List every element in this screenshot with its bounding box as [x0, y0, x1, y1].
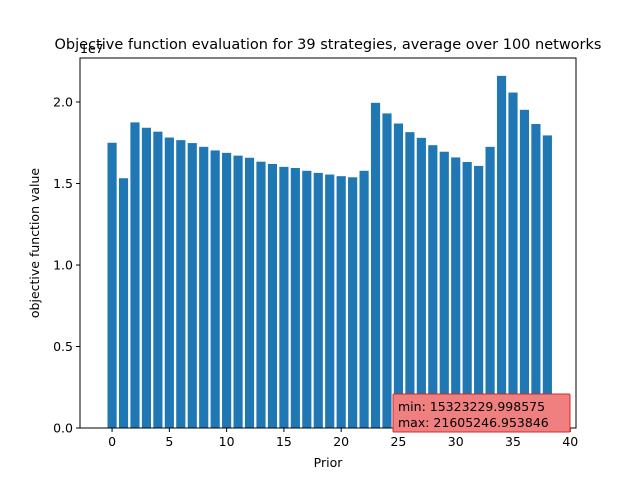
bar-4	[153, 131, 163, 428]
bar-31	[462, 161, 472, 428]
chart-title: Objective function evaluation for 39 str…	[55, 37, 602, 53]
y-axis-title: objective function value	[27, 168, 42, 319]
annotation-min-text: min: 15323229.998575	[398, 399, 545, 414]
bar-1	[118, 178, 129, 428]
bar-19	[325, 174, 335, 428]
bar-22	[359, 170, 369, 428]
x-tick-label: 10	[219, 434, 235, 449]
axes	[79, 57, 577, 429]
bar-12	[244, 157, 255, 429]
x-tick-label: 0	[108, 434, 116, 449]
bar-24	[382, 113, 392, 428]
x-tick-label: 20	[333, 434, 349, 449]
bar-2	[130, 122, 140, 428]
min-max-annotation: min: 15323229.998575 max: 21605246.95384…	[392, 393, 571, 433]
bar-23	[370, 102, 381, 428]
bar-9	[210, 150, 220, 428]
bar-25	[393, 123, 404, 428]
bar-7	[187, 143, 197, 429]
bar-0	[107, 142, 117, 429]
bar-5	[164, 137, 174, 428]
bar-3	[141, 127, 152, 428]
bar-15	[279, 166, 289, 429]
x-axis-title: Prior	[314, 455, 344, 470]
bar-series	[107, 75, 552, 429]
bar-10	[222, 152, 232, 428]
x-tick-label: 40	[562, 434, 578, 449]
bar-33	[485, 146, 495, 429]
x-tick-label: 35	[505, 434, 521, 449]
bar-20	[336, 176, 346, 428]
bar-21	[348, 177, 358, 428]
bar-30	[451, 157, 461, 428]
bar-34	[496, 75, 507, 428]
bar-13	[256, 161, 266, 428]
bar-8	[199, 146, 209, 429]
bar-36	[519, 109, 530, 429]
x-tick-label: 25	[390, 434, 406, 449]
annotation-box	[392, 393, 571, 433]
y-tick-label: 2.0	[53, 95, 73, 110]
bar-11	[233, 155, 243, 429]
bar-35	[508, 92, 518, 429]
y-tick-label: 1.5	[53, 176, 73, 191]
bar-16	[290, 168, 300, 428]
bar-14	[267, 163, 278, 428]
bar-37	[531, 124, 541, 428]
bar-18	[313, 172, 323, 428]
annotation-max-text: max: 21605246.953846	[398, 415, 549, 430]
bar-26	[405, 132, 415, 428]
bar-6	[176, 140, 186, 428]
x-tick-label: 15	[276, 434, 292, 449]
bar-32	[474, 165, 484, 428]
y-tick-label: 1.0	[53, 258, 73, 273]
bar-27	[416, 137, 426, 428]
x-tick-label: 5	[165, 434, 173, 449]
y-tick-label: 0.5	[53, 339, 73, 354]
plot-frame	[79, 57, 577, 429]
bar-28	[428, 145, 438, 428]
x-tick-label: 30	[448, 434, 464, 449]
bar-29	[439, 151, 449, 428]
bar-17	[302, 170, 312, 428]
y-tick-label: 0.0	[53, 421, 73, 436]
y-axis-scale-label: 1e7	[80, 41, 104, 56]
bar-38	[542, 135, 552, 428]
y-axis-ticks: 0.0 0.5 1.0 1.5 2.0	[53, 95, 80, 436]
